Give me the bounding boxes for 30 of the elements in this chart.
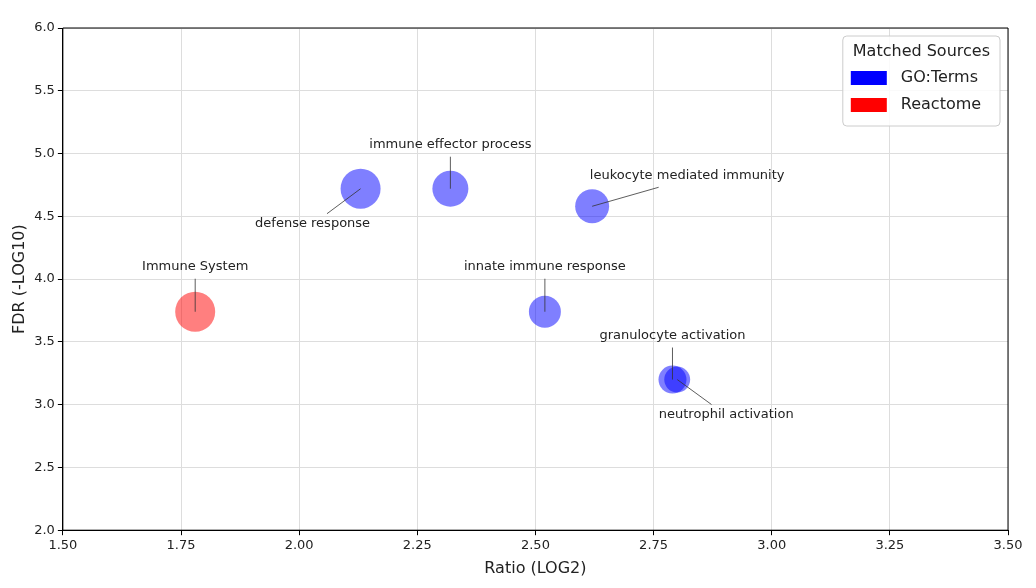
annotation: defense response: [255, 215, 371, 231]
x-tick-label: 1.75: [166, 537, 196, 553]
x-tick-label: 2.50: [520, 537, 550, 553]
legend-label: Reactome: [900, 94, 982, 114]
y-tick-label: 2.5: [34, 458, 55, 474]
y-tick-label: 2.0: [34, 521, 55, 537]
y-axis-title: FDR (-LOG10): [8, 224, 28, 334]
annotation: Immune System: [142, 258, 249, 274]
x-tick-label: 3.25: [875, 537, 905, 553]
x-tick-label: 2.25: [402, 537, 432, 553]
y-tick-label: 3.5: [34, 333, 55, 349]
x-axis-title: Ratio (LOG2): [484, 557, 587, 577]
annotation: immune effector process: [369, 136, 532, 152]
x-tick-label: 3.50: [993, 537, 1023, 553]
y-tick-label: 6.0: [34, 19, 55, 35]
y-tick-label: 5.0: [34, 144, 55, 160]
annotation: granulocyte activation: [599, 326, 746, 342]
legend-title: Matched Sources: [852, 41, 990, 61]
y-tick-label: 3.0: [34, 396, 55, 412]
annotation: leukocyte mediated immunity: [589, 166, 785, 182]
x-tick-label: 2.75: [639, 537, 669, 553]
annotation: innate immune response: [463, 258, 626, 274]
x-tick-label: 1.50: [48, 537, 78, 553]
legend-label: GO:Terms: [900, 67, 979, 87]
y-tick-label: 4.0: [34, 270, 55, 286]
x-tick-label: 2.00: [284, 537, 314, 553]
y-tick-label: 5.5: [34, 82, 55, 98]
annotation: neutrophil activation: [658, 405, 794, 421]
y-tick-label: 4.5: [34, 207, 55, 223]
x-tick-label: 3.00: [757, 537, 787, 553]
